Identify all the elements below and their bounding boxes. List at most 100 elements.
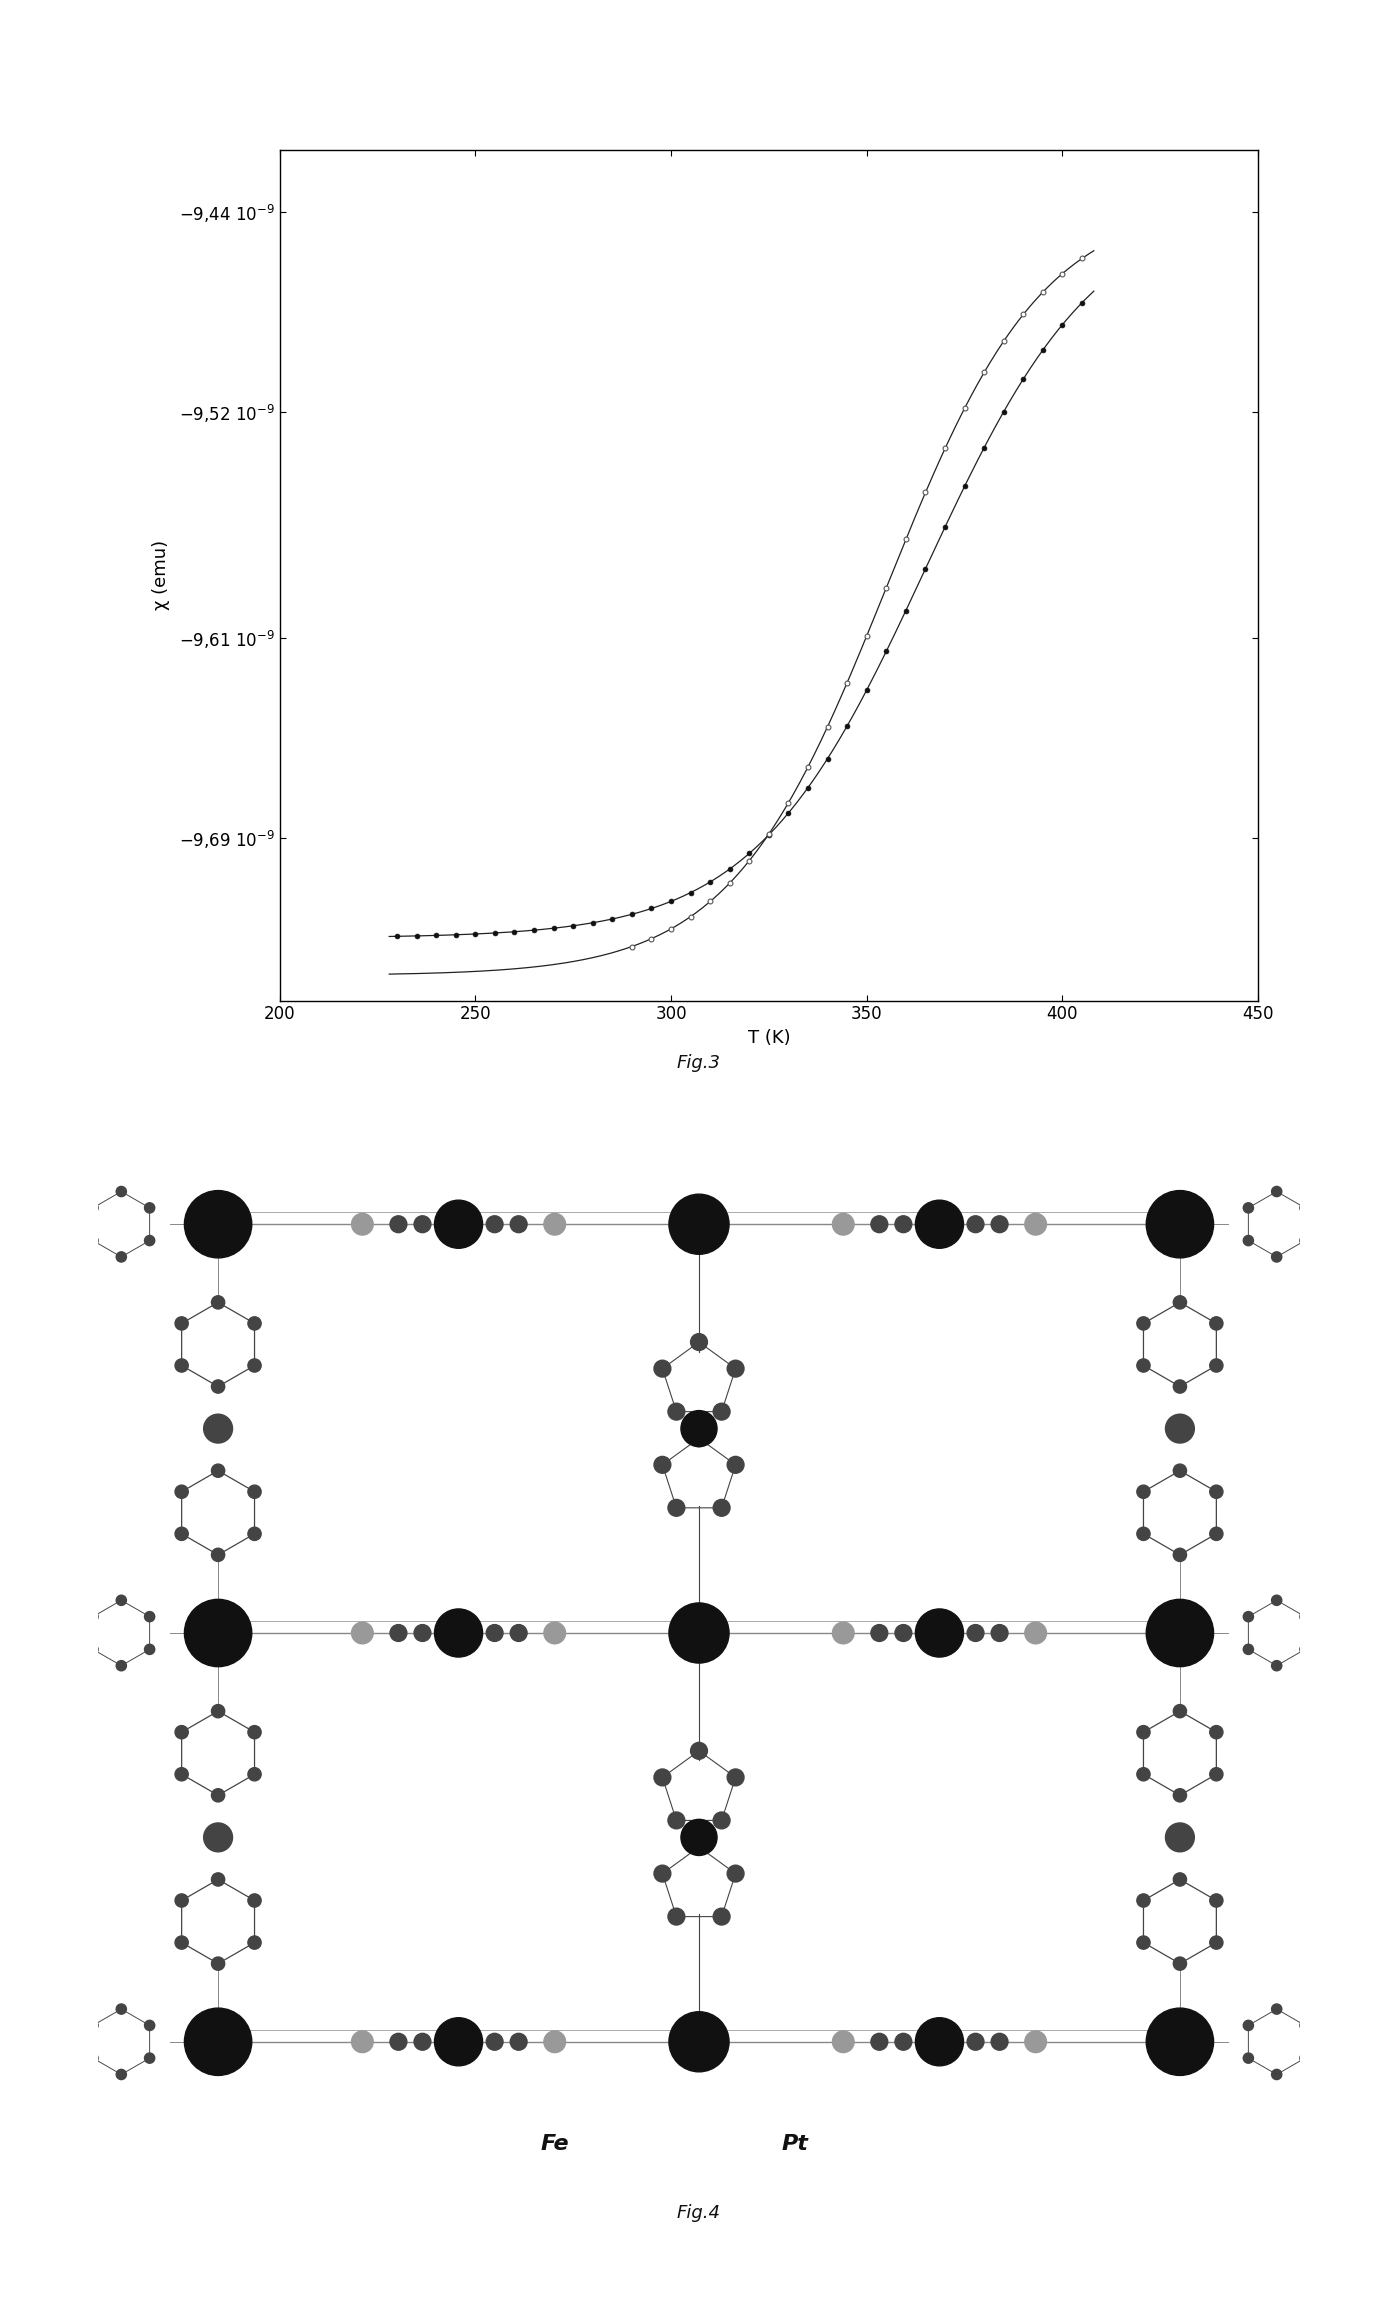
Circle shape	[1314, 1203, 1325, 1212]
Circle shape	[175, 1725, 189, 1739]
Circle shape	[991, 1217, 1008, 1233]
Circle shape	[1243, 1235, 1254, 1247]
Circle shape	[871, 1624, 888, 1642]
Circle shape	[691, 1838, 707, 1856]
Circle shape	[654, 1359, 671, 1378]
Circle shape	[1371, 2054, 1381, 2063]
Circle shape	[73, 1612, 84, 1622]
Circle shape	[1209, 1937, 1223, 1948]
Circle shape	[1173, 1872, 1187, 1886]
Circle shape	[1137, 1893, 1151, 1907]
Circle shape	[1343, 2003, 1353, 2015]
Circle shape	[991, 2033, 1008, 2049]
Circle shape	[211, 1548, 225, 1562]
Circle shape	[1137, 1769, 1151, 1780]
Circle shape	[967, 1217, 984, 1233]
Circle shape	[414, 1624, 431, 1642]
Circle shape	[967, 2033, 984, 2049]
Circle shape	[895, 1217, 911, 1233]
Circle shape	[713, 1403, 730, 1419]
Circle shape	[916, 1610, 963, 1656]
Circle shape	[1387, 1235, 1397, 1247]
Circle shape	[116, 2070, 126, 2079]
Circle shape	[17, 1203, 27, 1212]
Circle shape	[1209, 1486, 1223, 1497]
Circle shape	[487, 2033, 503, 2049]
Circle shape	[1137, 1527, 1151, 1541]
Circle shape	[544, 1622, 566, 1644]
Circle shape	[88, 1203, 98, 1212]
Circle shape	[116, 1596, 126, 1605]
Circle shape	[211, 1704, 225, 1718]
Circle shape	[414, 2033, 431, 2049]
Circle shape	[654, 1769, 671, 1785]
Circle shape	[871, 2033, 888, 2049]
Circle shape	[668, 1403, 685, 1419]
Circle shape	[1343, 1187, 1353, 1196]
Circle shape	[668, 1500, 685, 1516]
Circle shape	[211, 1872, 225, 1886]
Circle shape	[681, 1410, 717, 1447]
Circle shape	[351, 1622, 373, 1644]
Y-axis label: χ (emu): χ (emu)	[152, 540, 171, 610]
Circle shape	[1272, 2003, 1282, 2015]
Circle shape	[1025, 1214, 1047, 1235]
Circle shape	[670, 1603, 728, 1663]
Circle shape	[185, 2008, 252, 2075]
Circle shape	[1314, 2019, 1325, 2031]
Circle shape	[1272, 1187, 1282, 1196]
Circle shape	[116, 2003, 126, 2015]
Circle shape	[1343, 1661, 1353, 1670]
Circle shape	[1272, 1661, 1282, 1670]
Circle shape	[45, 1596, 55, 1605]
Circle shape	[895, 2033, 911, 2049]
Circle shape	[1387, 2054, 1397, 2063]
Circle shape	[1, 1612, 11, 1622]
Circle shape	[1137, 1725, 1151, 1739]
Circle shape	[1209, 1527, 1223, 1541]
Circle shape	[895, 1624, 911, 1642]
Circle shape	[351, 2031, 373, 2052]
Circle shape	[204, 1824, 232, 1852]
Circle shape	[144, 2054, 155, 2063]
Circle shape	[1300, 2054, 1310, 2063]
Circle shape	[211, 1380, 225, 1394]
Circle shape	[73, 1644, 84, 1654]
Circle shape	[1137, 1937, 1151, 1948]
Circle shape	[1173, 1548, 1187, 1562]
Circle shape	[116, 1661, 126, 1670]
Circle shape	[727, 1769, 744, 1785]
Circle shape	[144, 1203, 155, 1212]
Circle shape	[1300, 1203, 1310, 1212]
Circle shape	[88, 1644, 98, 1654]
Circle shape	[1209, 1359, 1223, 1373]
Circle shape	[247, 1527, 261, 1541]
Circle shape	[1243, 1612, 1254, 1622]
Circle shape	[73, 2019, 84, 2031]
Circle shape	[175, 1318, 189, 1329]
Circle shape	[1173, 1380, 1187, 1394]
Circle shape	[1209, 1318, 1223, 1329]
Circle shape	[727, 1456, 744, 1474]
Circle shape	[1371, 1203, 1381, 1212]
Circle shape	[1371, 1612, 1381, 1622]
Circle shape	[185, 1191, 252, 1258]
Circle shape	[654, 1865, 671, 1881]
Circle shape	[1173, 1957, 1187, 1971]
Circle shape	[247, 1318, 261, 1329]
Circle shape	[211, 1465, 225, 1477]
Circle shape	[1314, 1235, 1325, 1247]
Circle shape	[17, 2019, 27, 2031]
Circle shape	[1272, 1251, 1282, 1263]
Circle shape	[390, 1624, 407, 1642]
Circle shape	[144, 1235, 155, 1247]
Circle shape	[175, 1893, 189, 1907]
Circle shape	[544, 2031, 566, 2052]
Circle shape	[1025, 1622, 1047, 1644]
Circle shape	[175, 1527, 189, 1541]
Circle shape	[1343, 1596, 1353, 1605]
Circle shape	[185, 1598, 252, 1668]
Circle shape	[1243, 1203, 1254, 1212]
Circle shape	[991, 1624, 1008, 1642]
Circle shape	[832, 1214, 854, 1235]
